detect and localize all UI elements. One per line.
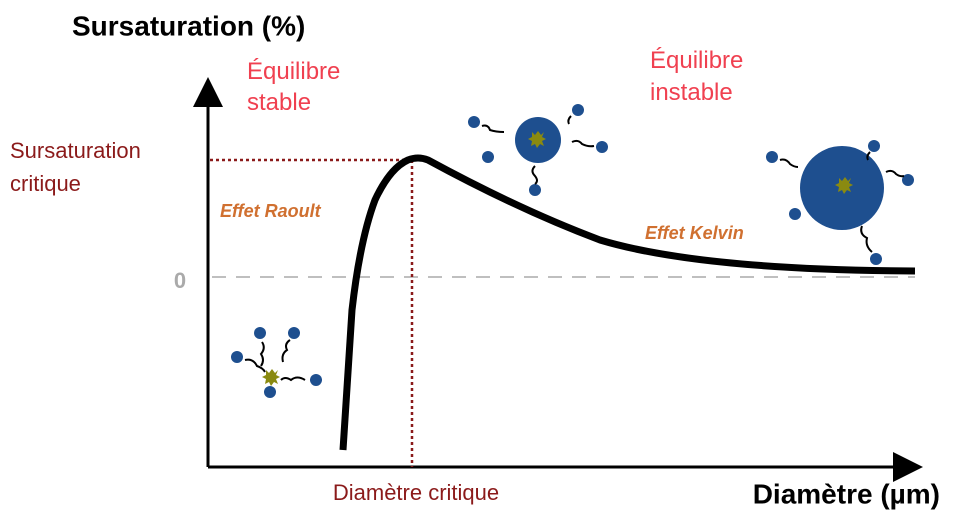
unstable-equilibrium: Équilibre instable <box>650 47 750 106</box>
stable-equilibrium: Équilibre stable <box>247 58 347 116</box>
zero-label: 0 <box>174 268 186 293</box>
kohler-curve <box>339 154 916 451</box>
droplet-small <box>231 327 322 398</box>
x-axis-title: Diamètre (µm) <box>753 478 940 509</box>
y-axis-title: Sursaturation (%) <box>72 10 305 41</box>
droplet-medium <box>468 104 608 196</box>
critical-supersaturation: Sursaturation critique <box>10 138 147 196</box>
droplet-large <box>766 140 914 265</box>
raoult-effect: Effet Raoult <box>220 201 322 221</box>
kelvin-effect: Effet Kelvin <box>645 223 744 243</box>
critical-diameter: Diamètre critique <box>333 480 499 505</box>
